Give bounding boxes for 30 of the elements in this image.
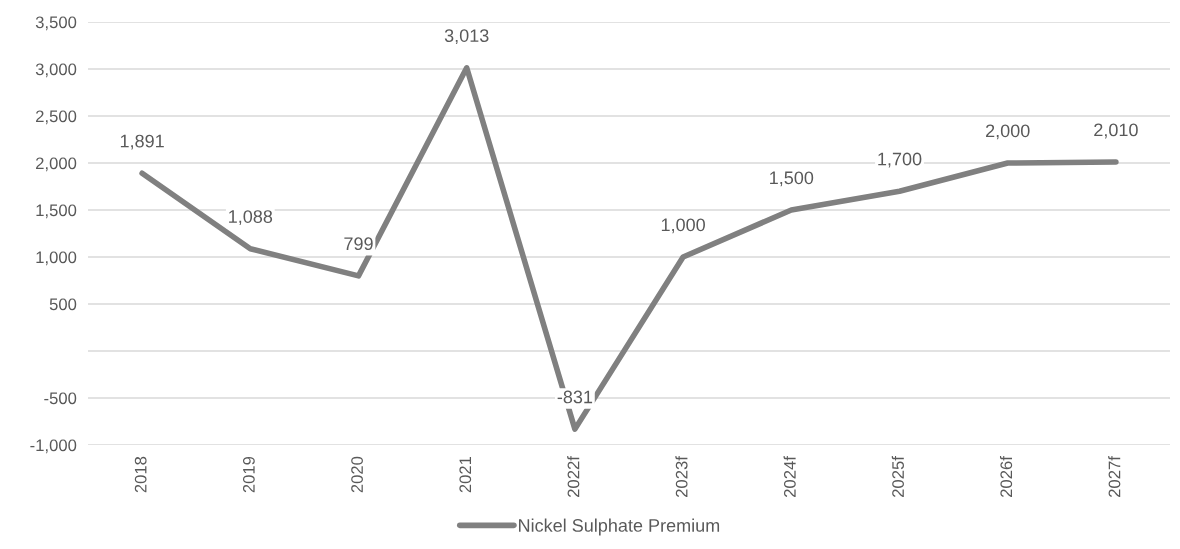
- x-tick-label: 2022f: [567, 456, 580, 497]
- text: 1,700: [878, 152, 922, 168]
- x-tick-label: 2026f: [999, 456, 1013, 497]
- text: 1,500: [770, 171, 814, 187]
- y-tick-label: -1,000: [30, 439, 77, 454]
- text: 1,000: [661, 218, 705, 234]
- text: 799: [344, 237, 373, 251]
- y-tick-label: 2,500: [36, 110, 77, 125]
- y-tick-label: 1,000: [36, 251, 77, 266]
- x-tick-label: 2019: [242, 456, 255, 493]
- legend-label: Nickel Sulphate Premium: [519, 518, 720, 536]
- text: 2,000: [986, 124, 1030, 140]
- y-tick-label: 2,000: [36, 157, 77, 172]
- x-tick-label: 2020: [351, 456, 363, 493]
- x-tick-label: 2023f: [675, 456, 688, 497]
- text: 1,088: [229, 210, 273, 226]
- y-tick-label: 500: [49, 298, 77, 311]
- x-tick-label: 2027f: [1108, 456, 1121, 497]
- text: 3,013: [444, 29, 489, 45]
- y-tick-label: 3,000: [35, 63, 77, 78]
- x-tick-label: 2025f: [891, 456, 904, 497]
- text: -831: [557, 390, 593, 404]
- x-tick-label: 2021: [459, 456, 472, 493]
- y-tick-label: 3,500: [35, 16, 77, 31]
- x-tick-label: 2024f: [783, 456, 796, 497]
- x-tick-label: 2018: [134, 456, 147, 493]
- text: 2,010: [1094, 123, 1138, 139]
- text: 1,891: [120, 134, 164, 150]
- y-tick-label: 1,500: [36, 204, 77, 219]
- y-tick-label: -500: [44, 392, 77, 405]
